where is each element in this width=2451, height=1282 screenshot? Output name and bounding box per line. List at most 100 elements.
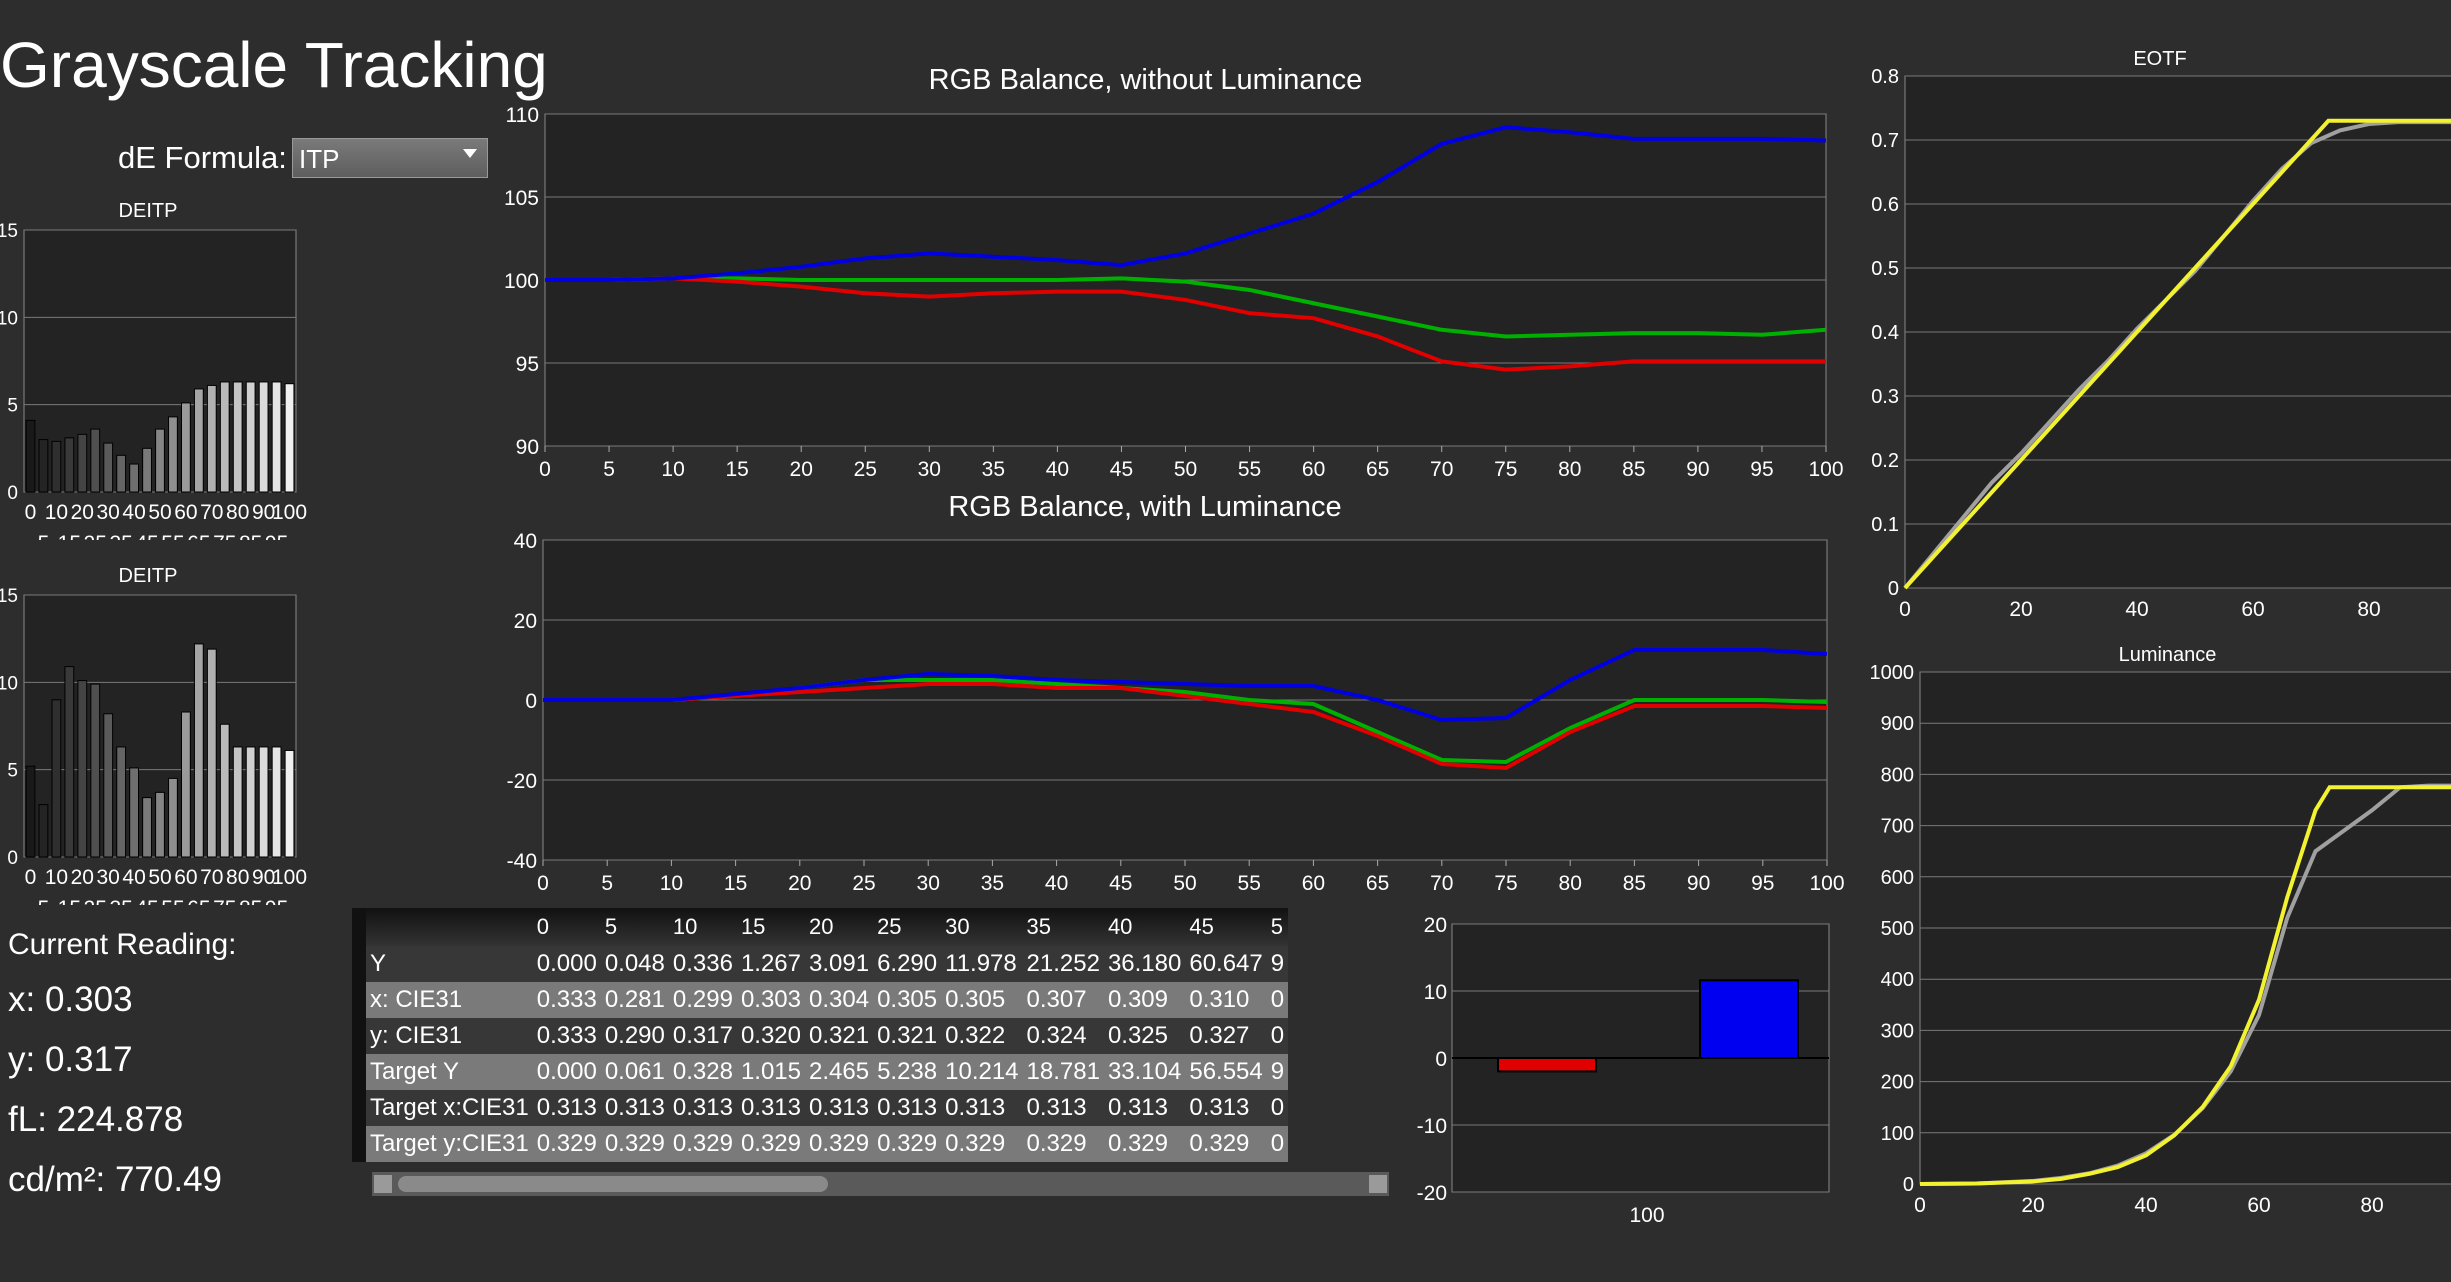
series-line	[545, 276, 1827, 339]
x-tick-label: 60	[1302, 872, 1325, 895]
table-column-header: 30	[941, 908, 1023, 946]
table-row[interactable]: Target y:CIE31 0.329 0.329 0.329 0.329 0.329 0…	[352, 1126, 1289, 1162]
x-tick-label: 30	[917, 872, 940, 895]
x-tick-label: 20	[790, 458, 813, 481]
table-horizontal-scrollbar[interactable]	[372, 1172, 1389, 1196]
table-row[interactable]: Target x:CIE31 0.313 0.313 0.313 0.313 0.313 0…	[352, 1090, 1289, 1126]
x-tick-label: 65	[1366, 872, 1389, 895]
table-cell: 0.324	[1022, 1018, 1104, 1054]
bar	[284, 749, 295, 858]
bar	[142, 447, 152, 493]
x-tick-label: 40	[2125, 598, 2148, 621]
table-cell: 0.317	[668, 1018, 737, 1054]
deitp-chart-top: DEITP05101501020304050607080901005152535…	[0, 200, 307, 540]
table-cell: 0.313	[736, 1090, 805, 1126]
y-tick-label: 10	[0, 673, 18, 694]
y-tick-label: 5	[7, 761, 18, 782]
x-tick-label: 60	[174, 501, 197, 524]
table-cell: 3.091	[805, 946, 874, 982]
y-tick-label: 0.2	[1871, 450, 1899, 472]
y-tick-label: 0	[7, 483, 18, 504]
x-tick-label: 10	[661, 458, 684, 481]
y-tick-label: 100	[1881, 1123, 1914, 1145]
x-tick-label: 90	[1686, 458, 1709, 481]
x-tick-label: 80	[2357, 598, 2380, 621]
de-formula-label: dE Formula:	[118, 140, 287, 175]
table-cell: 0.313	[941, 1090, 1023, 1126]
row-header-cell[interactable]	[352, 1126, 366, 1162]
y-tick-label: 700	[1881, 816, 1914, 838]
x-tick-label: 40	[2134, 1194, 2157, 1217]
table-cell: 9	[1266, 1054, 1289, 1090]
measurement-table[interactable]: 0 5 10 15 20 25 30 35 40 45 5 Y 0.000 0.048 0.336 1.267…	[352, 908, 1389, 1198]
row-header-cell[interactable]	[352, 1054, 366, 1090]
bar	[206, 384, 217, 493]
x-tick-label: 25	[854, 458, 877, 481]
row-header-cell[interactable]	[352, 982, 366, 1018]
bar	[168, 777, 178, 858]
current-reading-heading: Current Reading:	[8, 928, 237, 961]
y-tick-label: 0.1	[1871, 514, 1899, 536]
x-tick-label: 15	[58, 897, 81, 905]
bar	[116, 454, 127, 493]
row-header-cell[interactable]	[352, 1018, 366, 1054]
table-cell: 0.329	[668, 1126, 737, 1162]
series-line	[543, 682, 1828, 771]
x-tick-label: 45	[1109, 872, 1132, 895]
bar	[181, 402, 191, 493]
chart-title: DEITP	[119, 565, 178, 587]
row-header-cell[interactable]	[352, 1090, 366, 1126]
x-tick-label: 40	[1046, 458, 1069, 481]
table-row[interactable]: x: CIE31 0.333 0.281 0.299 0.303 0.304 0.305 0.…	[352, 982, 1289, 1018]
x-tick-label: 70	[1430, 458, 1453, 481]
x-tick-label: 15	[725, 458, 748, 481]
bar	[232, 381, 243, 493]
x-tick-label: 30	[918, 458, 941, 481]
y-tick-label: 0	[1888, 578, 1899, 600]
y-tick-label: 0.6	[1871, 194, 1899, 216]
table-cell: 0	[1266, 1018, 1289, 1054]
x-tick-label: 20	[71, 501, 94, 524]
table-column-header: 10	[668, 908, 737, 946]
row-header-cell[interactable]	[352, 946, 366, 982]
table-cell: 36.180	[1103, 946, 1186, 982]
chevron-down-icon	[463, 149, 477, 158]
de-formula-select[interactable]: ITP	[292, 138, 488, 178]
x-tick-label: 10	[660, 872, 683, 895]
x-tick-label: 50	[148, 501, 171, 524]
x-tick-label: 65	[187, 532, 210, 540]
y-tick-label: 110	[506, 104, 539, 127]
y-tick-label: 1000	[1870, 662, 1915, 684]
table-cell: 0.322	[941, 1018, 1023, 1054]
table-row[interactable]: Y 0.000 0.048 0.336 1.267 3.091 6.290 11.978 21.…	[352, 946, 1289, 982]
table-cell: 9	[1266, 946, 1289, 982]
scroll-right-icon[interactable]	[1369, 1175, 1387, 1193]
x-tick-label: 65	[187, 897, 210, 905]
bar	[245, 381, 256, 493]
table-cell: 0.000	[532, 946, 601, 982]
scroll-left-icon[interactable]	[374, 1175, 392, 1193]
bar	[155, 428, 165, 493]
table-row-label: Target x:CIE31	[366, 1090, 533, 1126]
table-cell: 0.313	[805, 1090, 874, 1126]
y-tick-label: 95	[516, 353, 539, 376]
table-cell: 0.307	[1022, 982, 1104, 1018]
table-cell: 33.104	[1103, 1054, 1186, 1090]
table-row[interactable]: y: CIE31 0.333 0.290 0.317 0.320 0.321 0.321 0.…	[352, 1018, 1289, 1054]
chart-title: EOTF	[2133, 48, 2186, 70]
bar	[51, 699, 62, 858]
table-row[interactable]: Target Y 0.000 0.061 0.328 1.015 2.465 5.238 10…	[352, 1054, 1289, 1090]
scroll-thumb[interactable]	[398, 1176, 828, 1192]
table-cell: 10.214	[941, 1054, 1023, 1090]
y-tick-label: -40	[507, 850, 537, 873]
table-column-header: 5	[1266, 908, 1289, 946]
table-cell: 0.329	[600, 1126, 669, 1162]
x-tick-label: 0	[537, 872, 549, 895]
table-column-header: 0	[532, 908, 601, 946]
x-tick-label: 100	[272, 501, 307, 524]
table-row-label: Target y:CIE31	[366, 1126, 533, 1162]
table-cell: 0.329	[1185, 1126, 1267, 1162]
series-line	[1919, 785, 2451, 1186]
bar	[38, 804, 49, 858]
x-tick-label: 75	[1494, 872, 1517, 895]
